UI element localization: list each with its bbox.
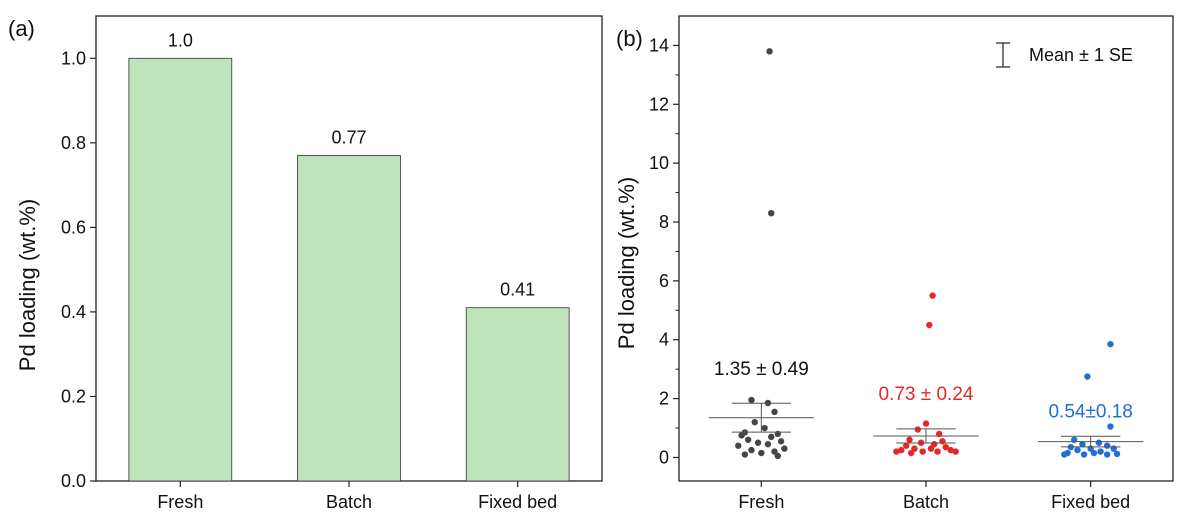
y-tick-label-a-3: 0.6 <box>61 217 86 237</box>
bar-fixed-bed <box>465 307 570 482</box>
point-batch-0 <box>929 292 936 299</box>
point-batch-1 <box>926 321 933 329</box>
x-tick-label-a-1: Batch <box>326 492 372 512</box>
point-batch-16 <box>934 448 941 455</box>
point-fresh-16 <box>781 445 788 452</box>
point-batch-12 <box>927 445 935 452</box>
point-fresh-10 <box>768 433 775 441</box>
y-tick-label-b-4: 8 <box>659 212 669 232</box>
x-tick-label-b-0: Fresh <box>738 492 784 512</box>
annotation-fresh: 1.35 ± 0.49 <box>714 359 809 380</box>
panel-b-scatter-chart: (b) Pd loading (wt.%) 0 2 4 6 8 10 12 14 Fresh 1.… <box>614 15 1174 512</box>
y-tick-label-a-2: 0.4 <box>61 302 86 322</box>
x-tick-label-a-0: Fresh <box>157 492 203 512</box>
panel-a-y-axis-label: Pd loading (wt.%) <box>15 199 40 371</box>
point-batch-9 <box>903 442 910 449</box>
point-fixed-bed-15 <box>1080 451 1088 458</box>
point-batch-18 <box>952 448 959 455</box>
point-batch-11 <box>911 445 918 452</box>
point-fixed-bed-1 <box>1084 373 1091 380</box>
point-batch-17 <box>907 449 915 457</box>
point-fresh-1 <box>768 209 775 217</box>
point-fixed-bed-13 <box>1090 449 1098 457</box>
point-fresh-20 <box>758 449 765 457</box>
point-batch-14 <box>898 446 905 454</box>
point-fixed-bed-0 <box>1107 340 1114 348</box>
y-tick-label-b-5: 10 <box>649 153 669 173</box>
y-tick-label-b-7: 14 <box>649 35 669 55</box>
point-fresh-5 <box>751 418 758 426</box>
x-tick-label-a-2: Fixed bed <box>478 492 557 512</box>
annotation-batch: 0.73 ± 0.24 <box>879 384 974 405</box>
point-fresh-2 <box>748 396 755 404</box>
panel-a-bar-chart: (a) Pd loading (wt.%) 0.0 0.2 0.4 0.6 0.8 1.0… <box>8 15 603 512</box>
x-tick-label-b-1: Batch <box>903 492 949 512</box>
point-fresh-15 <box>735 442 742 449</box>
point-batch-19 <box>893 448 900 455</box>
point-fresh-21 <box>774 452 781 460</box>
point-batch-2 <box>922 420 930 427</box>
point-fresh-19 <box>741 451 749 458</box>
point-batch-13 <box>947 446 954 454</box>
point-fixed-bed-4 <box>1095 439 1103 446</box>
point-batch-15 <box>919 448 926 455</box>
y-tick-label-b-2: 4 <box>659 330 669 350</box>
point-fresh-11 <box>744 436 752 443</box>
point-fixed-bed-5 <box>1079 441 1086 448</box>
point-batch-5 <box>906 436 913 443</box>
point-fresh-4 <box>771 408 778 416</box>
point-fixed-bed-14 <box>1103 451 1111 458</box>
point-fresh-12 <box>777 438 785 445</box>
bar-fresh <box>128 57 233 482</box>
y-tick-label-b-1: 2 <box>659 389 669 409</box>
panel-a-label: (a) <box>8 16 35 41</box>
y-tick-label-a-0: 0.0 <box>61 471 86 491</box>
bar-batch <box>297 155 401 482</box>
legend-label: Mean ± 1 SE <box>1029 45 1133 65</box>
bar-value-label-0: 1.0 <box>168 30 193 50</box>
y-tick-label-a-5: 1.0 <box>61 48 86 68</box>
y-tick-label-a-1: 0.2 <box>61 386 86 406</box>
panel-b-label: (b) <box>616 26 643 51</box>
point-fixed-bed-6 <box>1103 442 1111 449</box>
legend: Mean ± 1 SE <box>996 42 1133 68</box>
y-tick-label-a-4: 0.8 <box>61 133 86 153</box>
bar-value-label-1: 0.77 <box>331 128 366 148</box>
point-fixed-bed-17 <box>1061 451 1068 458</box>
point-fresh-14 <box>764 441 772 448</box>
point-fixed-bed-2 <box>1107 423 1114 430</box>
point-fresh-6 <box>761 424 768 432</box>
point-fresh-9 <box>738 432 745 439</box>
point-fresh-13 <box>754 439 762 446</box>
point-batch-10 <box>942 443 949 451</box>
point-batch-3 <box>914 426 921 433</box>
y-tick-label-b-3: 6 <box>659 271 669 291</box>
point-fixed-bed-16 <box>1113 450 1121 458</box>
bar-value-label-2: 0.41 <box>500 280 535 300</box>
point-fresh-17 <box>748 446 755 454</box>
point-fresh-0 <box>766 48 773 55</box>
annotation-fixed-bed: 0.54±0.18 <box>1048 402 1132 423</box>
y-tick-label-b-0: 0 <box>659 447 669 467</box>
y-tick-label-b-6: 12 <box>649 94 669 114</box>
panel-b-y-axis-label: Pd loading (wt.%) <box>614 177 639 349</box>
point-fixed-bed-11 <box>1097 448 1104 455</box>
point-fresh-18 <box>771 448 778 455</box>
x-tick-label-b-2: Fixed bed <box>1051 492 1130 512</box>
point-fixed-bed-10 <box>1074 446 1081 454</box>
